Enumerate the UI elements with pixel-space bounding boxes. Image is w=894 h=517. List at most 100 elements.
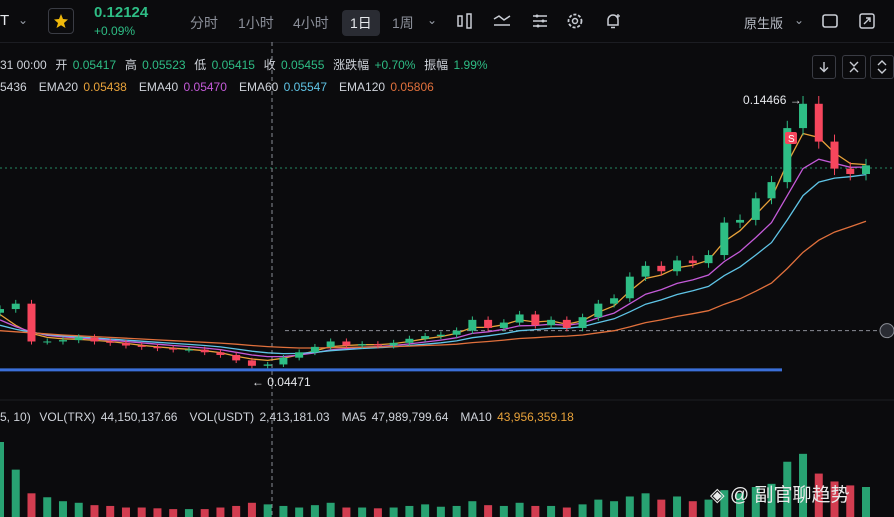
last-price: 0.12124 — [94, 4, 149, 21]
candle-body — [704, 255, 713, 264]
candle-body — [499, 322, 508, 328]
candle-body — [0, 309, 4, 313]
alert-bell-icon[interactable] — [603, 11, 623, 31]
close-label: 收 — [263, 58, 276, 72]
change-label: 涨跌幅 — [333, 58, 370, 72]
volume-bar — [421, 504, 430, 517]
volume-bar — [90, 505, 99, 517]
volume-bar — [641, 493, 650, 517]
volume-bar — [184, 509, 193, 517]
candle-body — [27, 303, 36, 342]
candle-body — [358, 344, 367, 346]
volume-bar — [153, 508, 162, 517]
candle-body — [594, 303, 603, 318]
candlestick-type-icon[interactable] — [455, 11, 475, 31]
candle-body — [641, 265, 650, 277]
candle-body — [90, 337, 99, 342]
volume-bar — [27, 493, 36, 517]
high-value: 0.05523 — [142, 58, 186, 72]
candle-body — [137, 345, 146, 347]
expand-icon — [877, 60, 887, 74]
gear-icon[interactable] — [565, 11, 585, 31]
candle-body — [121, 342, 130, 346]
volume-bar — [169, 509, 178, 517]
volume-bar — [862, 487, 870, 517]
candle-body — [515, 314, 524, 323]
chart-style-select[interactable]: 原生版 — [744, 16, 784, 31]
ema120-value: 0.05806 — [390, 80, 434, 94]
collapse-icon — [849, 61, 859, 73]
candle-body — [799, 103, 808, 129]
volume-bar — [783, 461, 792, 517]
volume-bar — [578, 504, 587, 517]
scroll-down-button[interactable] — [812, 55, 836, 79]
vol-params: 5, 10) — [0, 410, 31, 424]
volume-bar — [58, 501, 67, 517]
amplitude-value: 1.99% — [453, 58, 488, 72]
candle-body — [389, 342, 398, 346]
indicator-icon[interactable] — [492, 11, 512, 31]
volume-bar — [342, 507, 351, 517]
vol-usdt-label: VOL(USDT) — [189, 410, 255, 424]
candle-body — [578, 317, 587, 328]
candle-body — [688, 260, 697, 264]
ema-line-ema120 — [0, 220, 867, 349]
interval-chevron-down-icon[interactable]: ⌄ — [427, 13, 438, 27]
volume-bar — [310, 505, 319, 517]
volume-bar — [688, 501, 697, 517]
crosshair-handle — [879, 323, 894, 339]
ema60-label: EMA60 — [238, 80, 279, 94]
ema20-label: EMA20 — [38, 80, 79, 94]
candle-body — [531, 314, 540, 326]
candle-body — [184, 349, 193, 351]
candle-body — [547, 319, 556, 326]
tab-interval-1[interactable]: 分时 — [190, 15, 218, 31]
candle-body — [830, 141, 839, 169]
list-settings-icon[interactable] — [530, 11, 550, 31]
volume-bar — [767, 483, 776, 517]
ema-first-value: 5436 — [0, 80, 27, 94]
volume-bar — [358, 507, 367, 517]
candle-body — [436, 334, 445, 337]
tab-interval-2[interactable]: 1小时 — [238, 15, 274, 31]
collapse-button[interactable] — [842, 55, 866, 79]
candle-body — [610, 298, 619, 304]
high-label: 高 — [124, 58, 137, 72]
amplitude-label: 振幅 — [424, 58, 449, 72]
candle-body — [200, 349, 209, 353]
candle-body — [452, 330, 461, 335]
candle-body — [326, 341, 335, 347]
volume-info: 5, 10) VOL(TRX) 44,150,137.66 VOL(USDT) … — [0, 410, 576, 424]
tab-interval-4[interactable]: 1日 — [342, 10, 380, 36]
volume-bar — [263, 504, 272, 517]
favorite-button[interactable] — [48, 8, 74, 34]
volume-bar — [799, 453, 808, 517]
ma5-label: MA5 — [341, 410, 367, 424]
symbol-chevron-down-icon[interactable]: ⌄ — [18, 13, 29, 27]
candle-body — [862, 165, 870, 175]
chart-style-chevron-down-icon[interactable]: ⌄ — [794, 13, 805, 27]
date-label: 31 00:00 — [0, 58, 47, 72]
tab-interval-5[interactable]: 1周 — [392, 15, 414, 31]
candle-body — [405, 338, 414, 343]
candle-body — [11, 303, 20, 310]
volume-bar — [484, 505, 493, 517]
volume-bar — [452, 505, 461, 517]
change-value: +0.70% — [374, 58, 416, 72]
candle-body — [247, 360, 256, 366]
candle-body — [263, 364, 272, 366]
fullscreen-icon[interactable] — [857, 11, 877, 31]
arrow-down-icon — [819, 62, 829, 73]
symbol-label[interactable]: T — [0, 12, 10, 29]
volume-bar — [436, 506, 445, 517]
window-icon[interactable] — [820, 11, 840, 31]
candle-body — [720, 222, 729, 256]
volume-bar — [200, 509, 209, 517]
candle-body — [58, 340, 67, 342]
ema40-value: 0.05470 — [183, 80, 227, 94]
volume-bar — [846, 485, 855, 517]
volume-bar — [137, 507, 146, 517]
tab-interval-3[interactable]: 4小时 — [293, 15, 329, 31]
candle-body — [106, 341, 115, 343]
